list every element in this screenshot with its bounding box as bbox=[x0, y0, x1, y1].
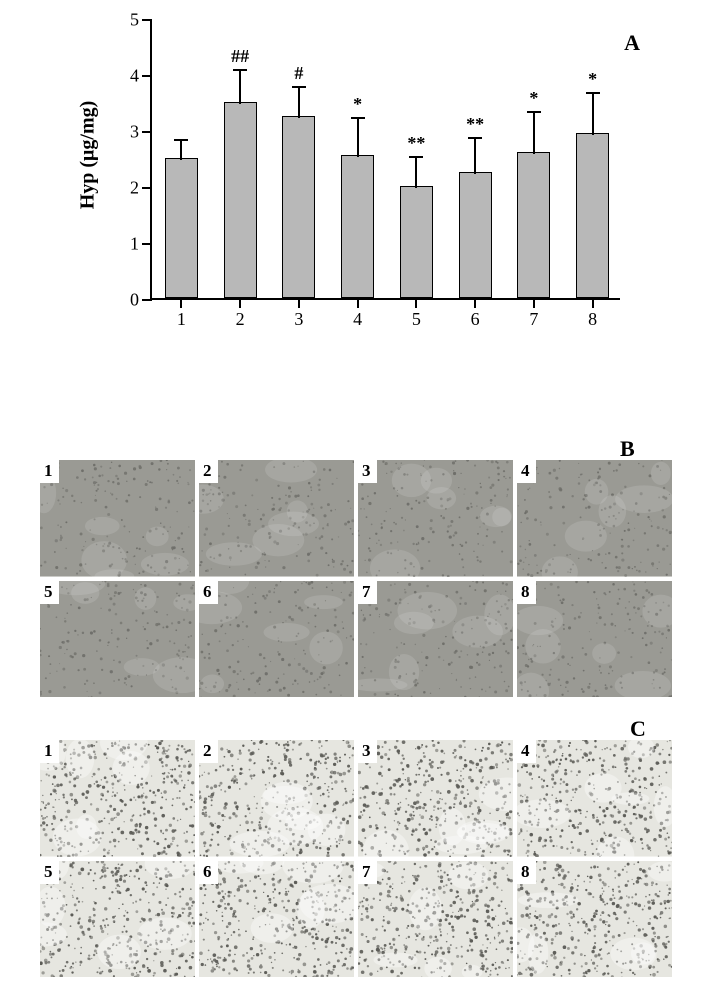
errorbar bbox=[180, 140, 182, 160]
ytick-label: 3 bbox=[117, 122, 139, 143]
xtick bbox=[239, 298, 241, 308]
ytick-label: 0 bbox=[117, 290, 139, 311]
histology-image: 7 bbox=[358, 581, 513, 698]
histology-image-number: 1 bbox=[40, 460, 59, 483]
errorbar bbox=[415, 157, 417, 188]
significance-marker: * bbox=[588, 69, 597, 90]
histology-image: 1 bbox=[40, 740, 195, 857]
histology-image: 6 bbox=[199, 861, 354, 978]
ytick bbox=[142, 187, 152, 189]
xtick-label: 7 bbox=[529, 309, 538, 330]
panel-b-grid: 1 2 3 4 5 6 7 8 bbox=[40, 460, 672, 697]
panel-c-grid: 1 2 3 4 5 6 7 8 bbox=[40, 740, 672, 977]
bar bbox=[400, 186, 433, 298]
xtick-label: 3 bbox=[294, 309, 303, 330]
xtick-label: 6 bbox=[471, 309, 480, 330]
errorbar-cap bbox=[233, 69, 247, 71]
ytick-label: 5 bbox=[117, 10, 139, 31]
histology-image-number: 2 bbox=[199, 740, 218, 763]
bar bbox=[341, 155, 374, 298]
histology-image: 7 bbox=[358, 861, 513, 978]
xtick-label: 1 bbox=[177, 309, 186, 330]
xtick-label: 4 bbox=[353, 309, 362, 330]
histology-image-number: 6 bbox=[199, 861, 218, 884]
bar bbox=[282, 116, 315, 298]
errorbar-cap bbox=[468, 137, 482, 139]
histology-image: 3 bbox=[358, 740, 513, 857]
significance-marker: ** bbox=[407, 133, 425, 154]
errorbar bbox=[474, 138, 476, 174]
xtick bbox=[180, 298, 182, 308]
ytick bbox=[142, 75, 152, 77]
panel-c-label: C bbox=[630, 716, 646, 742]
ytick-label: 1 bbox=[117, 234, 139, 255]
bar bbox=[459, 172, 492, 298]
xtick-label: 8 bbox=[588, 309, 597, 330]
errorbar-cap bbox=[586, 92, 600, 94]
bar bbox=[165, 158, 198, 298]
histology-image: 5 bbox=[40, 581, 195, 698]
histology-image-number: 4 bbox=[517, 740, 536, 763]
histology-image: 1 bbox=[40, 460, 195, 577]
xtick-label: 2 bbox=[236, 309, 245, 330]
xtick bbox=[298, 298, 300, 308]
histology-image: 2 bbox=[199, 460, 354, 577]
errorbar bbox=[592, 93, 594, 135]
histology-image-number: 8 bbox=[517, 581, 536, 604]
panel-a-plot-area: 01234512##3#4*5**6**7*8* bbox=[150, 20, 620, 300]
panel-a-chart: A Hyp (μg/mg) 01234512##3#4*5**6**7*8* bbox=[90, 10, 630, 340]
histology-image-number: 5 bbox=[40, 861, 59, 884]
xtick-label: 5 bbox=[412, 309, 421, 330]
significance-marker: # bbox=[294, 63, 303, 84]
errorbar-cap bbox=[409, 156, 423, 158]
xtick bbox=[592, 298, 594, 308]
ytick bbox=[142, 243, 152, 245]
xtick bbox=[415, 298, 417, 308]
ytick bbox=[142, 299, 152, 301]
bar bbox=[576, 133, 609, 298]
histology-image: 4 bbox=[517, 460, 672, 577]
errorbar bbox=[239, 70, 241, 104]
histology-image-number: 5 bbox=[40, 581, 59, 604]
histology-image-number: 8 bbox=[517, 861, 536, 884]
xtick bbox=[357, 298, 359, 308]
histology-image: 8 bbox=[517, 861, 672, 978]
significance-marker: ## bbox=[231, 46, 249, 67]
ytick bbox=[142, 131, 152, 133]
histology-image: 3 bbox=[358, 460, 513, 577]
histology-image-number: 7 bbox=[358, 581, 377, 604]
errorbar-cap bbox=[174, 139, 188, 141]
errorbar bbox=[357, 118, 359, 157]
significance-marker: ** bbox=[466, 114, 484, 135]
xtick bbox=[533, 298, 535, 308]
histology-image: 8 bbox=[517, 581, 672, 698]
ytick-label: 2 bbox=[117, 178, 139, 199]
xtick bbox=[474, 298, 476, 308]
histology-image-number: 6 bbox=[199, 581, 218, 604]
panel-b-label: B bbox=[620, 436, 635, 462]
histology-image: 4 bbox=[517, 740, 672, 857]
histology-image: 2 bbox=[199, 740, 354, 857]
errorbar-cap bbox=[351, 117, 365, 119]
histology-image: 5 bbox=[40, 861, 195, 978]
significance-marker: * bbox=[529, 88, 538, 109]
histology-image-number: 1 bbox=[40, 740, 59, 763]
histology-image-number: 7 bbox=[358, 861, 377, 884]
bar bbox=[224, 102, 257, 298]
ytick-label: 4 bbox=[117, 66, 139, 87]
histology-image-number: 3 bbox=[358, 460, 377, 483]
bar bbox=[517, 152, 550, 298]
panel-a-label: A bbox=[624, 30, 640, 56]
histology-image: 6 bbox=[199, 581, 354, 698]
errorbar bbox=[298, 87, 300, 118]
panel-a-ylabel: Hyp (μg/mg) bbox=[77, 101, 100, 210]
errorbar-cap bbox=[527, 111, 541, 113]
histology-image-number: 4 bbox=[517, 460, 536, 483]
histology-image-number: 3 bbox=[358, 740, 377, 763]
ytick bbox=[142, 19, 152, 21]
errorbar bbox=[533, 112, 535, 154]
significance-marker: * bbox=[353, 94, 362, 115]
histology-image-number: 2 bbox=[199, 460, 218, 483]
errorbar-cap bbox=[292, 86, 306, 88]
